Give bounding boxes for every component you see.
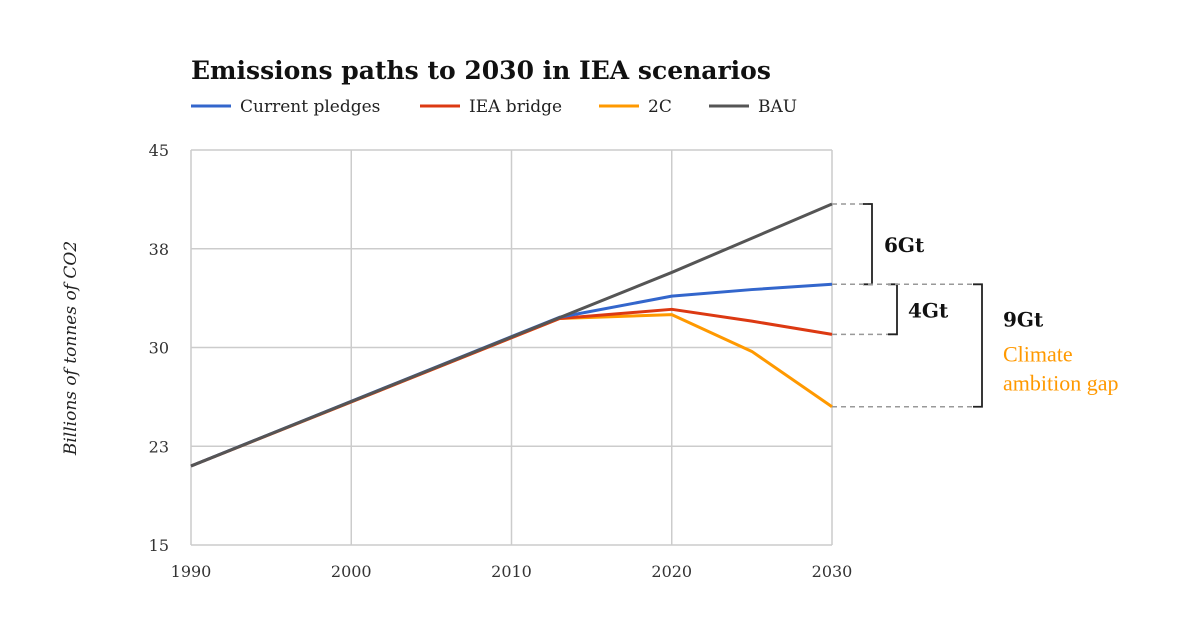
annotation-6gt: 6Gt: [832, 203, 925, 286]
axis-ticks: 15 23 30 38 45 1990 2000 2010 2020 2030: [149, 141, 853, 581]
bracket: [888, 283, 898, 336]
annotation-label: 4Gt: [908, 298, 949, 322]
annotation-subtext: Climate: [1003, 341, 1073, 366]
legend-item: IEA bridge: [420, 97, 562, 117]
x-tick-label: 2030: [812, 562, 853, 581]
annotation-label: 9Gt: [1003, 307, 1044, 331]
x-tick-label: 2000: [331, 562, 372, 581]
legend-item: BAU: [709, 97, 797, 117]
legend-label: 2C: [648, 97, 672, 117]
legend-item: 2C: [599, 97, 672, 117]
legend-label: BAU: [758, 97, 797, 117]
annotation-subtext: ambition gap: [1003, 370, 1118, 395]
y-tick-label: 30: [149, 339, 169, 358]
legend-item: Current pledges: [191, 97, 380, 117]
x-tick-label: 2020: [651, 562, 692, 581]
x-tick-label: 1990: [171, 562, 212, 581]
annotation-label: 6Gt: [884, 233, 925, 257]
x-tick-label: 2010: [491, 562, 532, 581]
annotations: 6Gt 4Gt 9Gt Climate ambition gap: [832, 203, 1118, 408]
legend-label: IEA bridge: [469, 97, 562, 117]
legend-label: Current pledges: [240, 97, 380, 117]
annotation-4gt: 4Gt: [832, 283, 949, 336]
bracket: [863, 203, 873, 286]
y-axis-label: Billions of tonnes of CO2: [61, 241, 81, 456]
series-lines: [190, 202, 833, 468]
y-tick-label: 23: [149, 437, 169, 456]
legend: Current pledges IEA bridge 2C BAU: [191, 97, 797, 117]
y-tick-label: 15: [149, 536, 169, 555]
series-line-bau: [190, 202, 833, 468]
chart-title: Emissions paths to 2030 in IEA scenarios: [191, 56, 771, 85]
grid: [190, 149, 833, 546]
bracket: [973, 283, 983, 408]
y-tick-label: 38: [149, 240, 169, 259]
annotation-9gt: 9Gt Climate ambition gap: [832, 283, 1118, 408]
y-tick-label: 45: [149, 141, 169, 160]
